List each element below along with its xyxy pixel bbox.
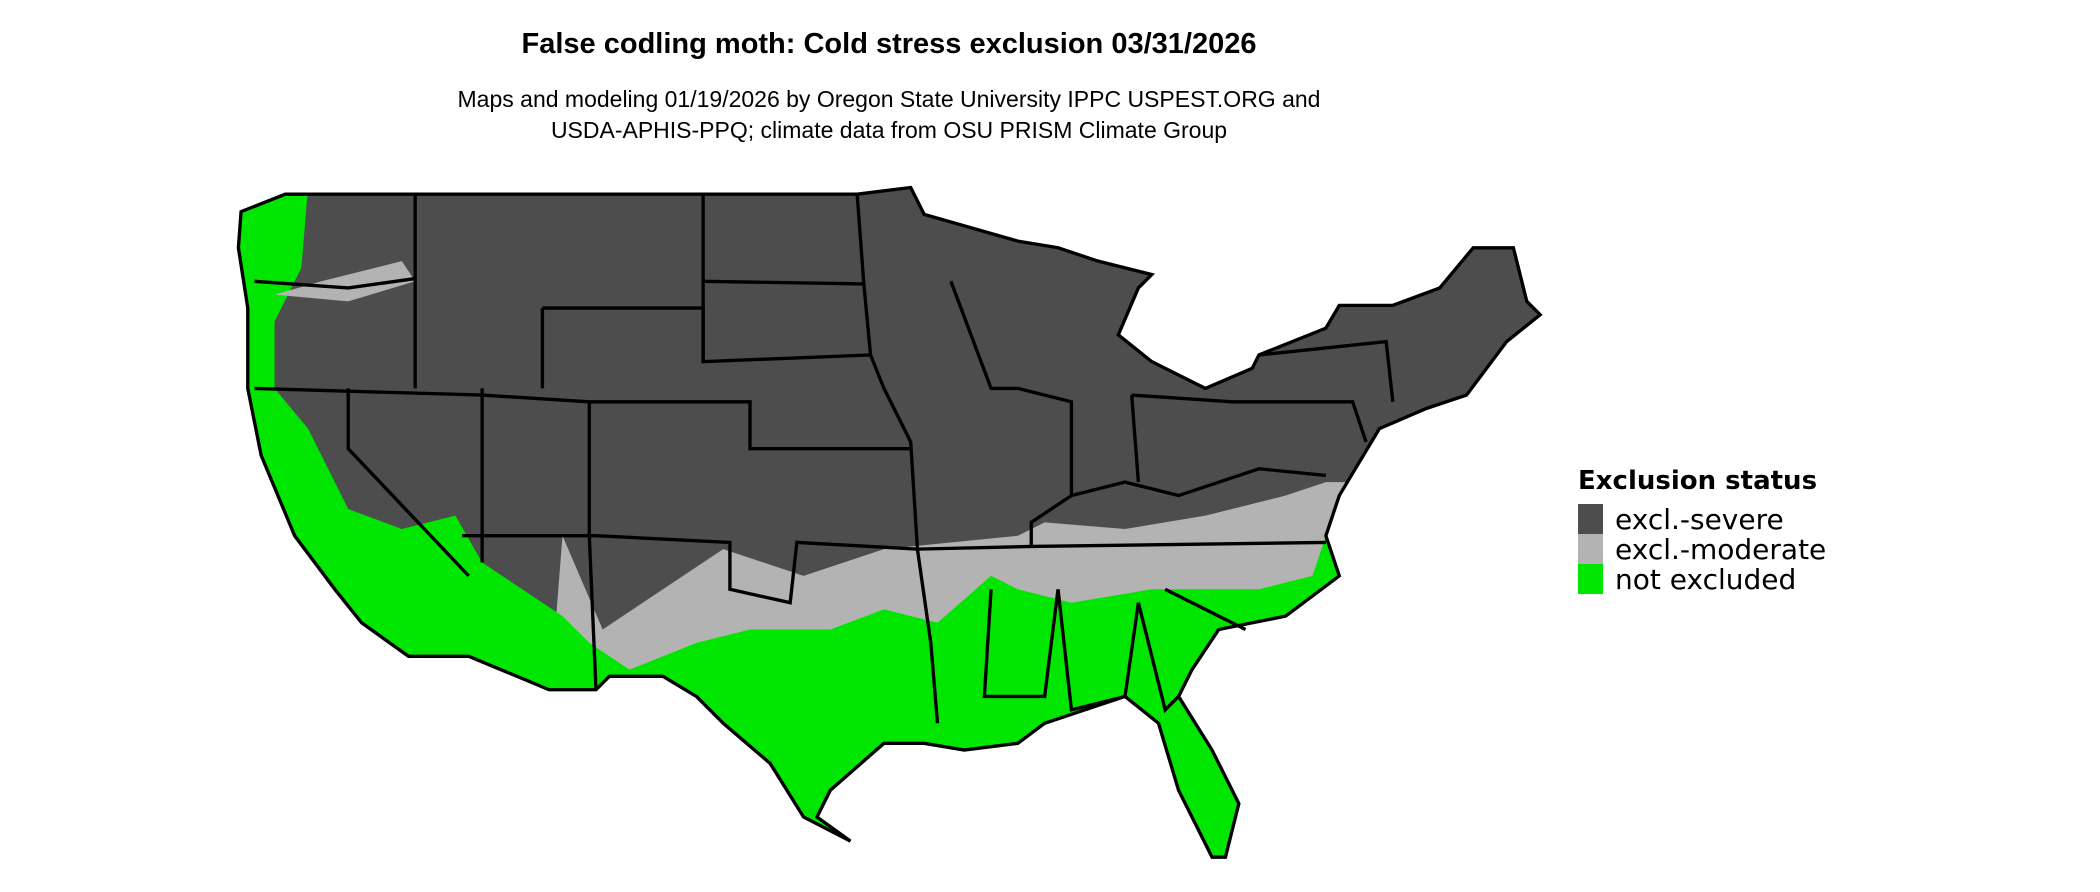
legend-item-severe: excl.-severe [1578, 502, 1826, 536]
legend-swatch-moderate [1578, 534, 1603, 564]
map-subtitle-line1: Maps and modeling 01/19/2026 by Oregon S… [457, 86, 1321, 112]
map-subtitle-line2: USDA-APHIS-PPQ; climate data from OSU PR… [550, 117, 1228, 143]
legend-swatch-not-excluded [1578, 564, 1603, 594]
legend-label: excl.-severe [1615, 502, 1784, 536]
legend-item-moderate: excl.-moderate [1578, 532, 1827, 566]
legend-label: not excluded [1615, 562, 1797, 596]
legend: Exclusion status excl.-severe excl.-mode… [1578, 466, 1827, 596]
moderate-exclusion-area-northwest [274, 261, 416, 302]
legend-label: excl.-moderate [1615, 532, 1827, 566]
legend-swatch-severe [1578, 504, 1603, 534]
legend-title: Exclusion status [1578, 466, 1818, 496]
map-title: False codling moth: Cold stress exclusio… [521, 28, 1257, 60]
state-borders [236, 185, 1542, 859]
legend-item-not-excluded: not excluded [1578, 562, 1826, 596]
